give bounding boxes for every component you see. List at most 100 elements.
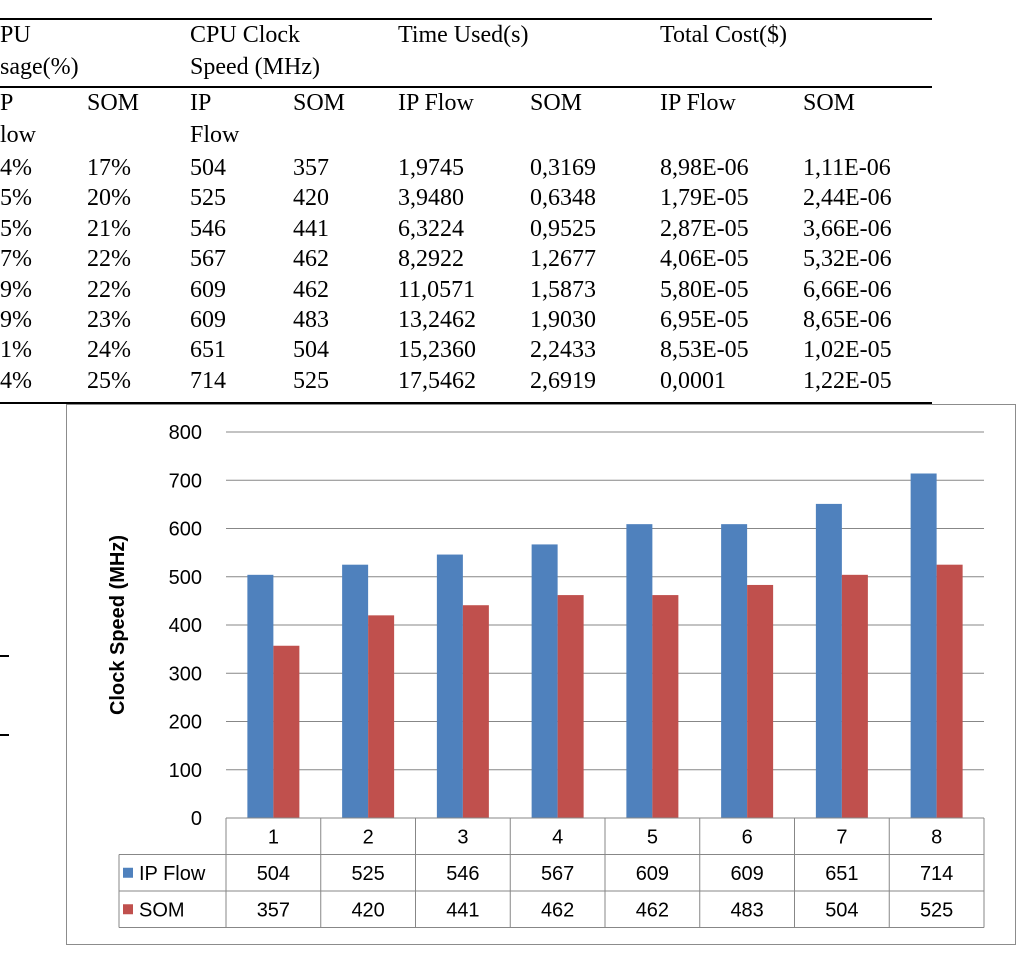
table-cell: 504 xyxy=(293,337,329,364)
group-header: Speed (MHz) xyxy=(190,54,320,80)
table-cell: 7% xyxy=(0,246,32,273)
group-header: Total Cost($) xyxy=(660,22,787,48)
table-cell: 462 xyxy=(293,246,329,273)
data-label: 714 xyxy=(920,863,953,885)
table-cell: 567 xyxy=(190,246,226,273)
legend-swatch-som xyxy=(123,904,133,915)
column-header: IP Flow xyxy=(660,90,736,116)
table-cell: 1% xyxy=(0,337,32,364)
table-cell: 22% xyxy=(87,276,131,303)
data-label: 609 xyxy=(730,863,763,885)
margin-rule xyxy=(0,734,9,736)
bar-som xyxy=(841,574,868,818)
table-cell: 525 xyxy=(293,367,329,394)
bar-ip-flow xyxy=(626,524,653,818)
bar-som xyxy=(652,595,679,818)
data-label: 462 xyxy=(636,899,669,921)
bar-som xyxy=(368,615,395,818)
y-tick-label: 600 xyxy=(169,519,202,541)
table-cell: 8,98E-06 xyxy=(660,155,749,181)
data-label: 504 xyxy=(825,899,858,921)
table-cell: 6,3224 xyxy=(398,215,464,242)
table-cell: 4,06E-05 xyxy=(660,246,749,273)
table-cell: 1,2677 xyxy=(530,246,596,273)
table-cell: 6,95E-05 xyxy=(660,307,749,333)
bar-som xyxy=(462,605,489,818)
y-axis-label: Clock Speed (MHz) xyxy=(107,535,129,715)
data-label: 567 xyxy=(541,863,574,885)
table-cell: 2,6919 xyxy=(530,367,596,394)
column-header: IP xyxy=(190,90,212,116)
bar-som xyxy=(273,645,300,818)
margin-rule xyxy=(0,655,9,657)
table-cell: 3,9480 xyxy=(398,185,464,212)
table-cell: 1,11E-06 xyxy=(803,155,891,181)
table-cell: 20% xyxy=(87,185,131,212)
data-label: 357 xyxy=(257,899,290,921)
table-cell: 420 xyxy=(293,185,329,212)
table-cell: 2,87E-05 xyxy=(660,215,749,242)
y-tick-label: 800 xyxy=(169,422,202,444)
column-header: SOM xyxy=(87,90,140,116)
category-label: 1 xyxy=(268,826,279,848)
category-label: 8 xyxy=(931,826,942,848)
data-label: 609 xyxy=(636,863,669,885)
category-label: 6 xyxy=(742,826,753,848)
y-tick-label: 100 xyxy=(169,760,202,782)
data-label: 651 xyxy=(825,863,858,885)
table-cell: 5% xyxy=(0,215,32,242)
table-cell: 13,2462 xyxy=(398,307,476,333)
legend-swatch-ip-flow xyxy=(123,867,133,878)
bar-ip-flow xyxy=(815,503,842,818)
column-header: SOM xyxy=(293,90,346,116)
bar-ip-flow xyxy=(247,574,274,818)
table-cell: 5% xyxy=(0,185,32,212)
table-cell: 1,5873 xyxy=(530,276,596,303)
y-tick-label: 700 xyxy=(169,470,202,492)
column-header: P xyxy=(0,90,14,116)
table-cell: 11,0571 xyxy=(398,276,476,303)
bar-som xyxy=(557,595,584,818)
table-cell: 1,9030 xyxy=(530,307,596,333)
table-cell: 22% xyxy=(87,246,131,273)
table-cell: 0,9525 xyxy=(530,215,596,242)
table-cell: 1,22E-05 xyxy=(803,367,892,394)
bar-ip-flow xyxy=(721,524,748,818)
table-cell: 24% xyxy=(87,337,131,364)
group-header: Time Used(s) xyxy=(398,22,529,48)
table-cell: 17,5462 xyxy=(398,367,476,394)
data-label: 504 xyxy=(257,863,290,885)
table-cell: 483 xyxy=(293,307,329,333)
data-label: 483 xyxy=(730,899,763,921)
table-cell: 5,80E-05 xyxy=(660,276,749,303)
table-cell: 3,66E-06 xyxy=(803,215,892,242)
table-cell: 21% xyxy=(87,215,131,242)
table-header-rule xyxy=(0,86,932,88)
table-bottom-rule xyxy=(0,402,932,404)
category-label: 2 xyxy=(363,826,374,848)
bar-ip-flow xyxy=(910,473,937,818)
data-label: 441 xyxy=(446,899,479,921)
table-cell: 2,44E-06 xyxy=(803,185,892,212)
table-cell: 9% xyxy=(0,307,32,333)
table-cell: 25% xyxy=(87,367,131,394)
column-header: SOM xyxy=(803,90,856,116)
bar-ip-flow xyxy=(436,554,463,818)
table-cell: 609 xyxy=(190,276,226,303)
table-cell: 357 xyxy=(293,155,329,181)
category-label: 3 xyxy=(457,826,468,848)
table-cell: 8,53E-05 xyxy=(660,337,749,364)
group-header: PU xyxy=(0,22,31,48)
table-cell: 546 xyxy=(190,215,226,242)
table-cell: 0,0001 xyxy=(660,367,726,394)
table-cell: 17% xyxy=(87,155,131,181)
table-cell: 441 xyxy=(293,215,329,242)
table-cell: 8,2922 xyxy=(398,246,464,273)
table-cell: 4% xyxy=(0,155,32,181)
bar-som xyxy=(747,584,774,818)
table-cell: 714 xyxy=(190,367,226,394)
column-header: low xyxy=(0,122,36,148)
table-cell: 525 xyxy=(190,185,226,212)
y-tick-label: 500 xyxy=(169,567,202,589)
data-label: 546 xyxy=(446,863,479,885)
